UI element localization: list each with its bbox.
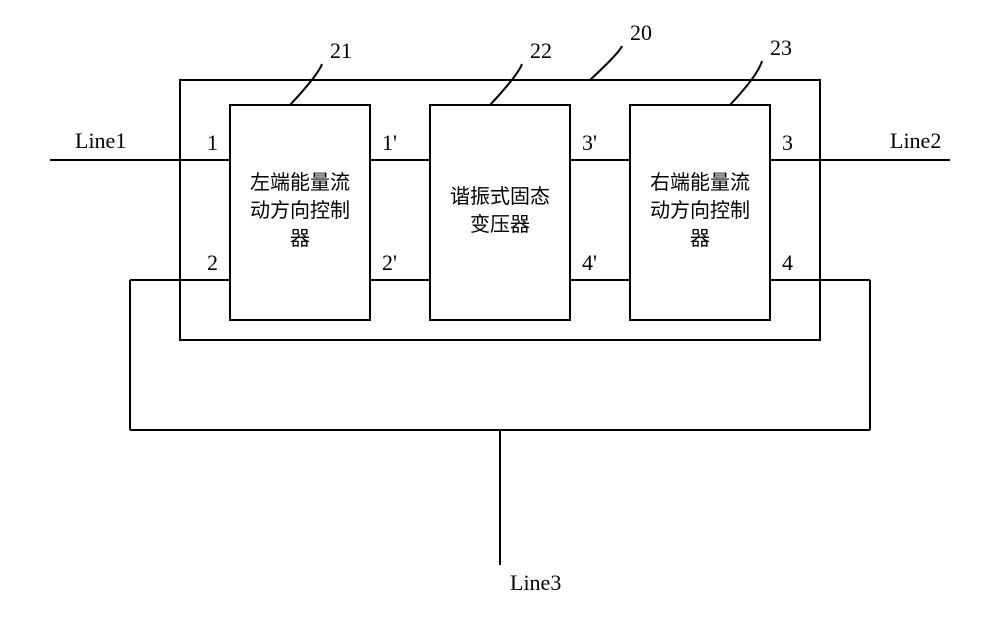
port-p1p: 1': [382, 130, 397, 155]
port-p4p: 4': [582, 250, 597, 275]
label-Line3: Line3: [510, 570, 561, 595]
callout-curve-c21: [290, 64, 322, 105]
port-p2p: 2': [382, 250, 397, 275]
port-p3: 3: [782, 130, 793, 155]
port-p2: 2: [207, 250, 218, 275]
label-Line1: Line1: [75, 128, 126, 153]
mid-block-label-line-1: 变压器: [470, 213, 530, 236]
callout-curve-c23: [730, 61, 762, 105]
callout-label-c21: 21: [330, 38, 352, 63]
callout-curve-c22: [490, 64, 522, 105]
left-block-label-line-0: 左端能量流: [250, 171, 350, 194]
port-p4: 4: [782, 250, 793, 275]
mid-block: [430, 105, 570, 320]
port-p3p: 3': [582, 130, 597, 155]
block-diagram: 左端能量流动方向控制器 谐振式固态变压器 右端能量流动方向控制器 1 2 1' 2' 3' 4'…: [0, 0, 1000, 630]
callout-label-c22: 22: [530, 38, 552, 63]
callout-label-c23: 23: [770, 35, 792, 60]
right-block-label-line-0: 右端能量流: [650, 171, 750, 194]
right-block-label-line-2: 器: [690, 228, 710, 250]
left-block-label-line-2: 器: [290, 228, 310, 250]
mid-block-label-line-0: 谐振式固态: [450, 185, 550, 208]
label-Line2: Line2: [890, 128, 941, 153]
right-block-label-line-1: 动方向控制: [650, 199, 750, 222]
callout-label-c20: 20: [630, 20, 652, 45]
left-block-label-line-1: 动方向控制: [250, 199, 350, 222]
callout-curve-c20: [590, 46, 622, 80]
port-p1: 1: [207, 130, 218, 155]
